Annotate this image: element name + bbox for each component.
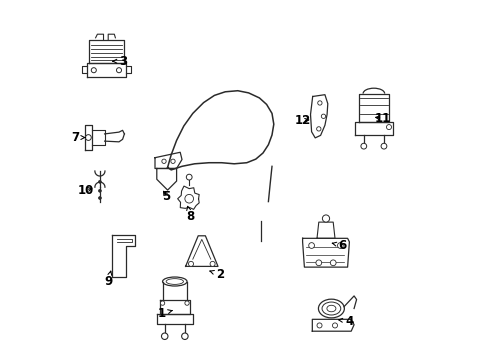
Circle shape (91, 68, 97, 73)
Circle shape (185, 301, 189, 305)
Circle shape (210, 261, 215, 266)
Text: 5: 5 (162, 190, 171, 203)
Circle shape (189, 261, 194, 266)
Polygon shape (178, 186, 199, 210)
Circle shape (321, 114, 326, 118)
Polygon shape (303, 238, 349, 267)
Text: 10: 10 (78, 184, 94, 197)
Circle shape (98, 189, 101, 192)
Circle shape (338, 243, 343, 248)
Ellipse shape (322, 302, 341, 315)
Circle shape (182, 333, 188, 339)
Polygon shape (160, 300, 190, 314)
Polygon shape (155, 152, 182, 168)
Circle shape (98, 180, 101, 183)
Ellipse shape (163, 277, 187, 286)
Polygon shape (85, 125, 92, 150)
Polygon shape (89, 40, 123, 63)
Text: 12: 12 (294, 114, 311, 127)
Circle shape (317, 323, 322, 328)
Polygon shape (311, 95, 328, 138)
Circle shape (316, 260, 321, 266)
Polygon shape (317, 222, 335, 238)
Polygon shape (112, 235, 135, 277)
Text: 9: 9 (104, 271, 112, 288)
Polygon shape (359, 94, 389, 122)
Ellipse shape (327, 305, 336, 312)
Text: 2: 2 (210, 268, 224, 281)
Circle shape (185, 194, 194, 203)
Text: 1: 1 (158, 307, 172, 320)
Circle shape (317, 127, 321, 131)
Text: 6: 6 (332, 239, 346, 252)
Circle shape (322, 215, 330, 222)
Circle shape (162, 333, 168, 339)
Circle shape (381, 143, 387, 149)
Circle shape (162, 159, 166, 163)
Circle shape (318, 101, 322, 105)
Polygon shape (312, 319, 354, 331)
Circle shape (361, 143, 367, 149)
Polygon shape (157, 314, 193, 324)
Circle shape (160, 301, 165, 305)
Circle shape (333, 323, 338, 328)
Circle shape (309, 243, 315, 248)
Polygon shape (186, 236, 218, 266)
Circle shape (330, 260, 336, 266)
Circle shape (86, 135, 91, 140)
Text: 11: 11 (374, 112, 391, 125)
Circle shape (171, 159, 175, 163)
Text: 3: 3 (113, 55, 127, 68)
Text: 7: 7 (72, 131, 85, 144)
Polygon shape (157, 168, 176, 190)
Polygon shape (355, 122, 392, 135)
Ellipse shape (166, 279, 183, 284)
Circle shape (117, 68, 122, 73)
Text: 8: 8 (186, 206, 195, 223)
Circle shape (98, 197, 101, 199)
Polygon shape (87, 63, 126, 77)
Circle shape (186, 174, 192, 180)
Circle shape (387, 125, 392, 130)
Text: 4: 4 (339, 315, 353, 328)
Ellipse shape (318, 299, 344, 318)
